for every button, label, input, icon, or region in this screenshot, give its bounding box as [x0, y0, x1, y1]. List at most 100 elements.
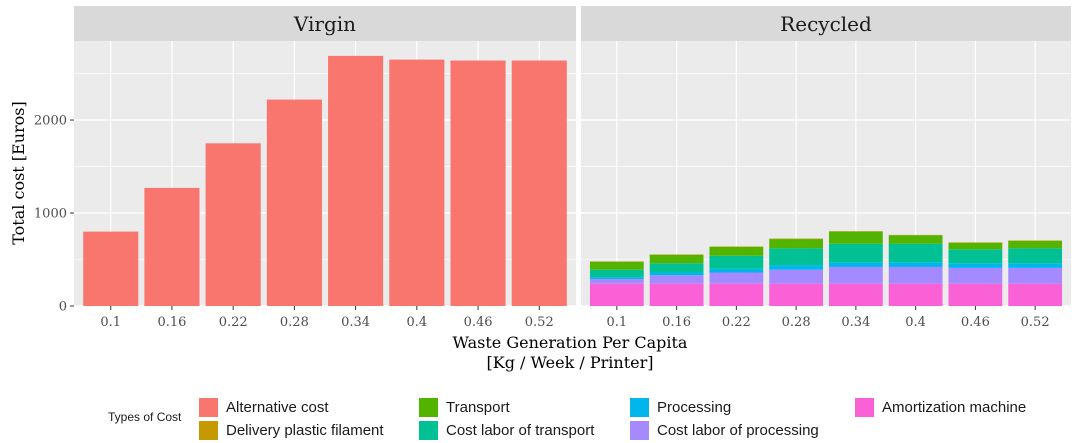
legend-item-delivery-plastic-filament: Delivery plastic filament — [199, 420, 384, 440]
strip-virgin — [74, 6, 576, 41]
bar-recycled-amortization-machine-0.16 — [649, 283, 704, 306]
bar-recycled-processing-0.46 — [948, 263, 1003, 268]
x-tick-label-virgin-0.16: 0.16 — [157, 315, 186, 330]
y-tick-label-2000: 2000 — [34, 114, 67, 129]
bar-virgin-alternative-cost-0.28 — [266, 99, 322, 306]
bar-recycled-cost-labor-of-transport-0.46 — [948, 249, 1003, 264]
x-tick-label-virgin-0.4: 0.4 — [406, 315, 427, 330]
legend-title: Types of Cost — [108, 410, 182, 424]
bar-recycled-cost-labor-of-processing-0.22 — [709, 272, 764, 284]
strip-recycled — [581, 6, 1071, 41]
x-tick-label-virgin-0.34: 0.34 — [341, 315, 370, 330]
bar-recycled-amortization-machine-0.28 — [769, 283, 824, 306]
bar-virgin-alternative-cost-0.1 — [83, 231, 139, 306]
legend-key-alternative-cost — [199, 397, 218, 417]
x-tick-label-virgin-0.22: 0.22 — [219, 315, 248, 330]
legend-label-processing: Processing — [657, 398, 732, 416]
legend-label-delivery-plastic-filament: Delivery plastic filament — [226, 421, 384, 439]
bar-recycled-cost-labor-of-transport-0.22 — [709, 255, 764, 269]
legend-key-delivery-plastic-filament — [199, 420, 218, 440]
legend-key-transport — [419, 397, 438, 417]
legend-key-processing — [630, 397, 649, 417]
bar-recycled-cost-labor-of-transport-0.28 — [769, 248, 824, 266]
legend-key-cost-labor-of-processing — [630, 420, 649, 440]
x-tick-label-recycled-0.16: 0.16 — [662, 315, 691, 330]
x-tick-label-virgin-0.1: 0.1 — [100, 315, 121, 330]
x-tick-label-recycled-0.52: 0.52 — [1021, 315, 1050, 330]
legend-item-cost-labor-of-processing: Cost labor of processing — [630, 420, 819, 440]
bar-recycled-amortization-machine-0.52 — [1008, 283, 1063, 306]
legend-key-amortization-machine — [855, 397, 874, 417]
strip-title-virgin: Virgin — [293, 12, 356, 36]
strip-title-recycled: Recycled — [780, 12, 872, 36]
bar-recycled-transport-0.1 — [589, 261, 644, 270]
bar-recycled-cost-labor-of-transport-0.1 — [589, 269, 644, 278]
legend-item-processing: Processing — [630, 397, 732, 417]
x-tick-label-recycled-0.22: 0.22 — [722, 315, 751, 330]
x-axis-title-line1: Waste Generation Per Capita — [453, 333, 688, 352]
legend-label-cost-labor-of-processing: Cost labor of processing — [657, 421, 819, 439]
legend-label-cost-labor-of-transport: Cost labor of transport — [446, 421, 595, 439]
y-axis-title: Total cost [Euros] — [9, 101, 28, 245]
bar-recycled-processing-0.22 — [709, 268, 764, 273]
bar-virgin-alternative-cost-0.16 — [144, 187, 200, 306]
x-tick-label-recycled-0.1: 0.1 — [607, 315, 628, 330]
x-tick-label-virgin-0.46: 0.46 — [464, 315, 493, 330]
bar-virgin-alternative-cost-0.4 — [389, 59, 445, 306]
bar-virgin-alternative-cost-0.52 — [511, 60, 567, 306]
bar-recycled-transport-0.4 — [888, 235, 943, 244]
legend-item-transport: Transport — [419, 397, 510, 417]
bar-recycled-cost-labor-of-processing-0.52 — [1008, 267, 1063, 284]
bar-recycled-amortization-machine-0.4 — [888, 283, 943, 306]
bar-recycled-transport-0.22 — [709, 246, 764, 256]
legend-item-alternative-cost: Alternative cost — [199, 397, 329, 417]
bars — [83, 55, 1063, 306]
bar-recycled-processing-0.28 — [769, 265, 824, 270]
bar-virgin-alternative-cost-0.34 — [328, 55, 384, 306]
legend-label-alternative-cost: Alternative cost — [226, 398, 329, 416]
bar-recycled-transport-0.28 — [769, 239, 824, 249]
y-tick-label-0: 0 — [59, 300, 67, 315]
bar-virgin-alternative-cost-0.22 — [205, 143, 261, 306]
bar-recycled-cost-labor-of-transport-0.52 — [1008, 248, 1063, 264]
bar-recycled-transport-0.52 — [1008, 240, 1063, 249]
bar-recycled-cost-labor-of-processing-0.16 — [649, 275, 704, 284]
bar-recycled-processing-0.52 — [1008, 263, 1063, 268]
x-axis-title-line2: [Kg / Week / Printer] — [487, 353, 654, 372]
bar-recycled-cost-labor-of-transport-0.16 — [649, 263, 704, 273]
bar-recycled-transport-0.46 — [948, 242, 1003, 250]
bar-recycled-processing-0.1 — [589, 277, 644, 280]
bar-recycled-cost-labor-of-processing-0.4 — [888, 266, 943, 284]
bar-recycled-processing-0.34 — [828, 262, 883, 267]
x-tick-label-recycled-0.4: 0.4 — [905, 315, 926, 330]
bar-recycled-amortization-machine-0.1 — [589, 283, 644, 306]
x-tick-label-virgin-0.28: 0.28 — [280, 315, 309, 330]
legend-key-cost-labor-of-transport — [419, 420, 438, 440]
bar-virgin-alternative-cost-0.46 — [450, 60, 506, 306]
legend-item-cost-labor-of-transport: Cost labor of transport — [419, 420, 595, 440]
bar-recycled-cost-labor-of-processing-0.1 — [589, 279, 644, 284]
bar-recycled-cost-labor-of-processing-0.46 — [948, 267, 1003, 284]
legend-item-amortization-machine: Amortization machine — [855, 397, 1027, 417]
bar-recycled-cost-labor-of-processing-0.28 — [769, 269, 824, 284]
bar-recycled-processing-0.4 — [888, 262, 943, 267]
legend: Types of Cost Alternative cost Delivery … — [108, 396, 1068, 440]
axis-ticks: 0.1 0.16 0.22 0.28 0.34 0.4 0.46 0.52 0.1 0.16 0.2… — [34, 114, 1050, 330]
legend-label-transport: Transport — [446, 398, 510, 416]
bar-recycled-processing-0.16 — [649, 272, 704, 276]
bar-recycled-transport-0.16 — [649, 254, 704, 264]
bar-recycled-amortization-machine-0.46 — [948, 283, 1003, 306]
x-tick-label-recycled-0.28: 0.28 — [782, 315, 811, 330]
y-tick-label-1000: 1000 — [34, 207, 67, 222]
legend-label-amortization-machine: Amortization machine — [882, 398, 1027, 416]
bar-recycled-transport-0.34 — [828, 231, 883, 244]
bar-recycled-amortization-machine-0.22 — [709, 283, 764, 306]
x-tick-label-recycled-0.46: 0.46 — [961, 315, 990, 330]
bar-recycled-cost-labor-of-processing-0.34 — [828, 266, 883, 284]
x-tick-label-recycled-0.34: 0.34 — [841, 315, 870, 330]
x-tick-label-virgin-0.52: 0.52 — [525, 315, 554, 330]
bar-recycled-cost-labor-of-transport-0.4 — [888, 243, 943, 263]
bar-recycled-cost-labor-of-transport-0.34 — [828, 243, 883, 263]
bar-recycled-amortization-machine-0.34 — [828, 283, 883, 306]
